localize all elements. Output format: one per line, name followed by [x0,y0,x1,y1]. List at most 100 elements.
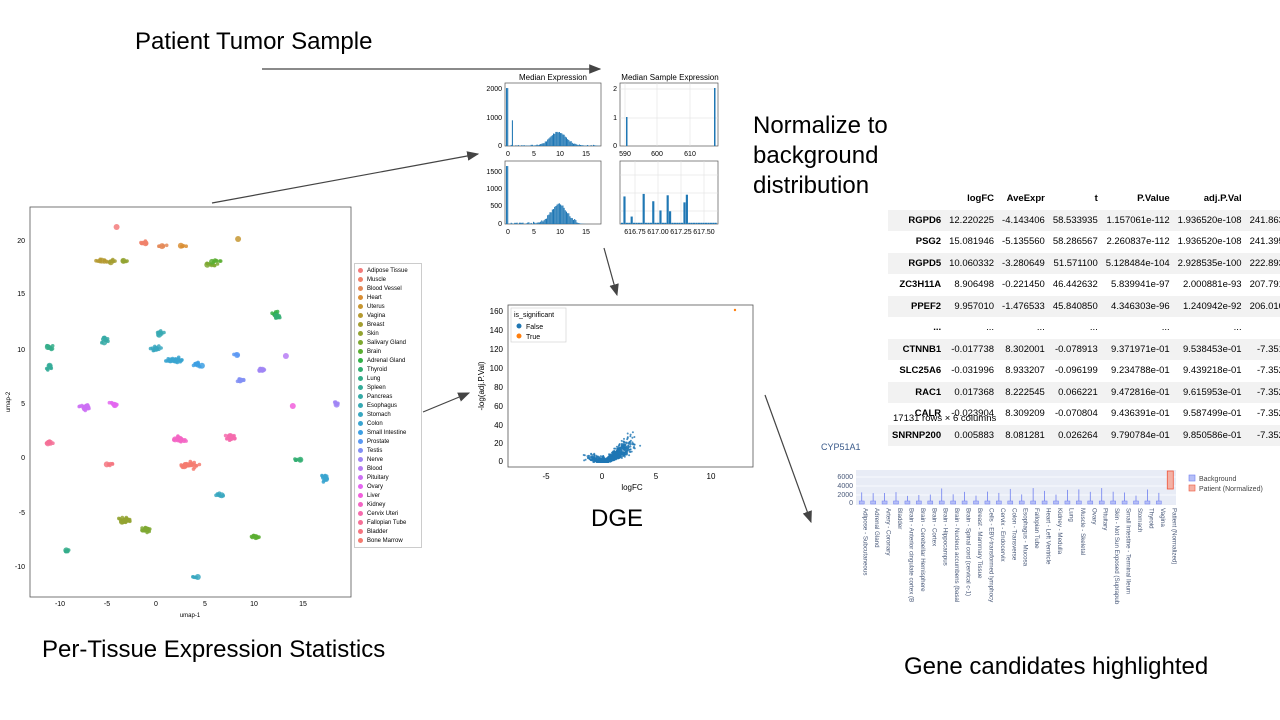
umap-point [227,434,231,439]
table-row: RGPD5 10.060332 -3.280649 51.571100 5.128484… [888,252,1280,274]
umap-legend-label: Skin [367,331,379,337]
table-cell: ... [1161,322,1170,334]
hist-bar [569,141,571,146]
gene-chart-category: Esophagus - Mucosa [1022,508,1029,567]
hist-bar [515,222,517,224]
gene-chart-box [961,500,968,505]
umap-legend-item: Pituitary [358,474,389,482]
volcano-point [629,433,632,436]
hist-bl-ytick: 0 [498,221,502,228]
gene-chart-category: Brain - Cortex [930,508,937,547]
umap-legend-label: Spleen [367,385,386,391]
volcano-point [622,446,625,449]
volcano-point [601,456,604,459]
hist-bar [587,144,589,146]
hist-bar [554,206,556,224]
umap-legend-item: Blood Vessel [358,285,402,293]
umap-point [167,359,171,363]
hist-bar [557,132,559,146]
umap-xtick: 10 [250,601,258,608]
umap-ylabel: umap-2 [6,391,12,412]
gene-chart-box [1156,500,1162,505]
gene-chart-category: Breast - Mammary Tissue [976,508,983,579]
table-cell: -7.352449 [1257,408,1280,420]
umap-point [110,259,114,263]
volcano-point [629,442,632,445]
hist-tr-xtick: 600 [651,151,663,158]
gene-chart-category: Vagina [1159,508,1166,527]
hist-bl-ytick: 1000 [486,186,502,193]
umap-ytick: 15 [17,291,25,298]
volcano-point [625,445,628,448]
dge-results-table: logFC AveExpr t P.Value adj.P.Val B RGPD… [888,188,1280,446]
volcano-point [592,461,595,463]
gene-legend-patient-swatch [1188,484,1196,492]
table-cell: 206.010335 [1245,295,1280,317]
volcano-ytick: 160 [490,307,504,316]
volcano-point [605,461,608,463]
hist-bar [547,215,549,224]
hist-bar [592,144,595,146]
hist-bar [530,144,532,146]
table-cell: 8.906498 [954,279,995,291]
gene-chart-category: Ovary [1090,508,1097,525]
umap-legend-dot [358,528,363,534]
hist-bar [576,144,578,146]
hist-bar [562,134,564,146]
hist-bar [676,222,679,224]
umap-legend-label: Nerve [367,457,384,463]
table-cell: 9.538453e-01 [1173,338,1246,360]
hist-bar [569,216,571,224]
hist-bar [683,202,686,224]
umap-xtick: 15 [299,601,307,608]
gene-chart-title: CYP51A1 [821,442,861,452]
gene-chart-box [870,500,876,505]
hist-bar [542,221,544,224]
hist-bar [640,222,643,224]
table-cell: -7.351832 [1245,338,1280,360]
table-cell: 8.081281 [998,424,1049,446]
hist-bar [535,145,537,146]
gene-chart-category: Small Intestine - Terminal Ileum [1125,508,1132,594]
table-cell: -1.476533 [998,295,1049,317]
volcano-point [628,442,631,445]
volcano-point [633,436,636,438]
hist-tl-ytick: 1000 [486,115,502,122]
umap-legend-item: Stomach [358,411,391,419]
table-row-gene: PPEF2 [888,295,946,317]
hist-bar [560,133,562,146]
table-cell: 9.371971e-01 [1101,338,1174,360]
umap-point [221,493,225,498]
hist-bar [673,222,676,224]
hist-br-xtick: 617.25 [670,229,692,236]
table-cell: 9.587499e-01 [1182,408,1242,420]
umap-point [164,243,169,248]
hist-bar [570,141,572,146]
umap-legend-item: Blood [358,465,382,473]
hist-bl-xtick: 0 [506,229,510,236]
umap-point [49,366,54,371]
volcano-plot: is_significant False True -5 0 5 10 160 … [477,304,754,492]
gene-chart-category: Bladder [896,508,903,529]
umap-legend-dot [358,537,363,543]
umap-point [157,330,161,335]
gene-chart-category: Brain - Hippocampus [942,508,949,566]
volcano-point [593,452,596,455]
gene-chart-box [1110,500,1116,505]
umap-legend-label: Blood Vessel [367,286,402,292]
umap-point [334,402,339,406]
umap-point [215,262,220,266]
table-header: t [1094,193,1098,205]
table-cell: 0.017368 [945,381,999,403]
table-cell: -0.078913 [1048,338,1102,360]
arrow-histograms-to-dge [603,247,619,297]
hist-bar [553,209,555,224]
table-cell: ... [1089,322,1098,334]
volcano-legend-false-dot [516,323,522,329]
arrow-umap-to-histograms [211,151,480,204]
umap-point [144,527,149,531]
gene-chart-category: Cells - EBV-transformed lymphocy [987,508,994,603]
volcano-point [610,456,613,459]
table-cell: ... [1246,317,1280,339]
umap-legend-item: Spleen [358,384,386,392]
